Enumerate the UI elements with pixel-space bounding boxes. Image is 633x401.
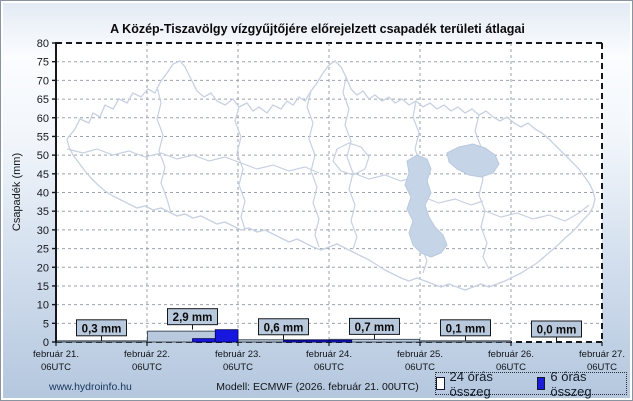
catchment-map-watermark xyxy=(66,60,596,291)
bar-6h xyxy=(305,339,330,343)
day-total-box xyxy=(258,318,309,336)
day-total-box xyxy=(440,319,491,337)
y-tick-label: 25 xyxy=(37,244,49,256)
x-tick-time: 06UTC xyxy=(132,362,162,373)
x-tick-time: 06UTC xyxy=(587,362,617,373)
y-tick-label: 0 xyxy=(43,337,49,349)
legend: 24 órás összeg 6 órás összeg xyxy=(435,369,627,399)
y-tick-label: 5 xyxy=(43,318,49,330)
x-tick-date: február 26. xyxy=(488,349,534,360)
x-tick-date: február 24. xyxy=(306,349,352,360)
day-total-box xyxy=(531,320,582,338)
day-total-label: 0,3 mm xyxy=(82,323,122,335)
y-tick-label: 40 xyxy=(37,188,49,200)
chart-title: A Közép-Tiszavölgy vízgyűjtőjére előreje… xyxy=(110,22,525,36)
y-tick-label: 65 xyxy=(37,94,49,106)
bar-6h xyxy=(192,338,216,343)
x-tick-time: 06UTC xyxy=(496,362,526,373)
legend-label-24h: 24 órás összeg xyxy=(449,368,493,399)
y-tick-label: 15 xyxy=(37,281,49,293)
day-total-label: 0,7 mm xyxy=(355,322,395,334)
x-tick-time: 06UTC xyxy=(405,362,435,373)
day-total-label: 2,9 mm xyxy=(173,312,213,324)
hydroinfo-link[interactable]: www.hydroinfo.hu xyxy=(49,381,132,393)
x-tick-date: február 25. xyxy=(397,349,443,360)
y-tick-label: 55 xyxy=(37,131,49,143)
y-tick-label: 10 xyxy=(37,300,49,312)
bar-6h xyxy=(283,339,307,343)
day-total-box xyxy=(349,317,400,335)
day-total-label: 0,6 mm xyxy=(264,322,304,334)
y-tick-label: 45 xyxy=(37,169,49,181)
day-total-label: 0,1 mm xyxy=(446,323,486,335)
bar-24h xyxy=(56,340,147,343)
x-tick-time: 06UTC xyxy=(314,362,344,373)
legend-swatch-24h xyxy=(436,377,445,390)
y-tick-label: 70 xyxy=(37,75,49,87)
y-tick-label: 60 xyxy=(37,113,49,125)
x-tick-date: február 27. xyxy=(579,349,625,360)
x-tick-time: 06UTC xyxy=(223,362,253,373)
y-tick-label: 35 xyxy=(37,206,49,218)
bar-24h xyxy=(420,340,511,343)
y-tick-label: 30 xyxy=(37,225,49,237)
x-tick-time: 06UTC xyxy=(41,362,71,373)
legend-swatch-6h xyxy=(536,377,546,390)
day-total-label: 0,0 mm xyxy=(537,325,577,337)
x-tick-date: február 22. xyxy=(124,349,170,360)
bar-6h xyxy=(328,339,353,343)
bar-6h xyxy=(214,329,239,343)
day-total-box xyxy=(167,308,218,326)
y-tick-label: 75 xyxy=(37,57,49,69)
day-total-box xyxy=(76,319,127,337)
x-tick-date: február 21. xyxy=(33,349,79,360)
legend-label-6h: 6 órás összeg xyxy=(550,368,592,399)
y-tick-label: 50 xyxy=(37,150,49,162)
x-tick-date: február 23. xyxy=(215,349,261,360)
y-tick-label: 80 xyxy=(37,38,49,50)
y-tick-label: 20 xyxy=(37,262,49,274)
